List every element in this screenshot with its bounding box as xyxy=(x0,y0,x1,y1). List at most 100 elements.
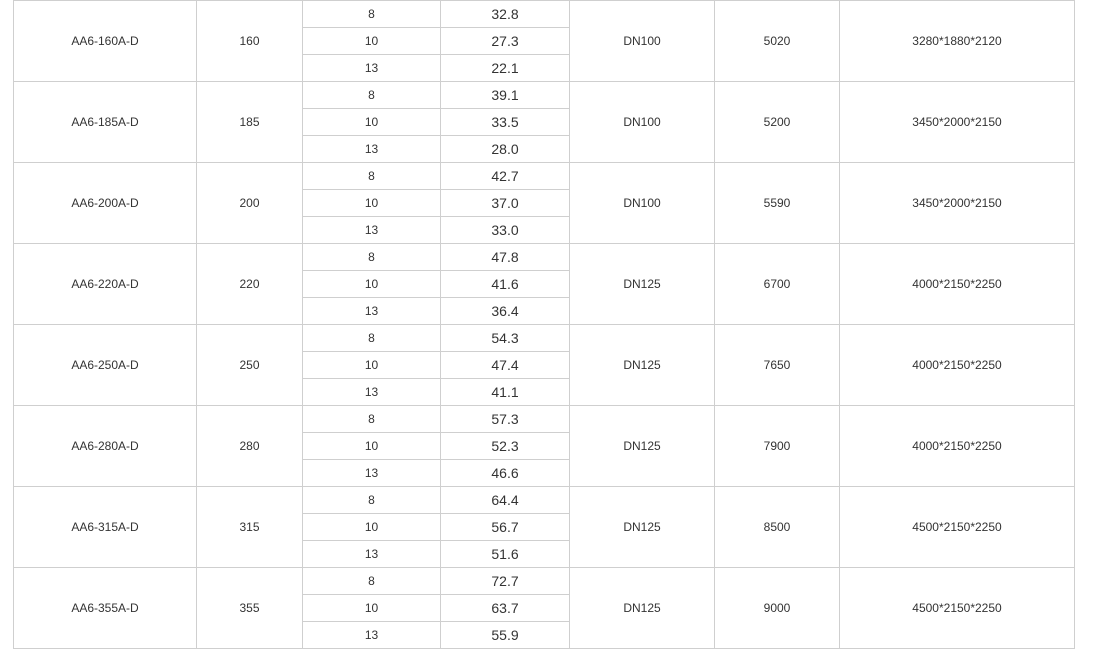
pressure-cell: 10 xyxy=(302,432,441,460)
pressure-cell: 13 xyxy=(302,621,441,649)
power-cell: 315 xyxy=(196,486,303,568)
pipe-cell: DN125 xyxy=(569,567,715,649)
flow-cell: 51.6 xyxy=(440,540,570,568)
pressure-cell: 13 xyxy=(302,216,441,244)
flow-cell: 47.4 xyxy=(440,351,570,379)
pressure-cell: 8 xyxy=(302,0,441,28)
power-cell: 160 xyxy=(196,0,303,82)
power-cell: 280 xyxy=(196,405,303,487)
table-row: 10 33.5 xyxy=(14,108,1075,136)
pipe-cell: DN125 xyxy=(569,243,715,325)
weight-cell: 6700 xyxy=(714,243,840,325)
pressure-cell: 10 xyxy=(302,513,441,541)
table-row: 13 33.0 xyxy=(14,216,1075,244)
pressure-cell: 8 xyxy=(302,81,441,109)
flow-cell: 37.0 xyxy=(440,189,570,217)
table-row: AA6-200A-D 200 8 42.7 DN100 5590 3450*2000*215… xyxy=(13,162,1075,244)
pipe-cell: DN100 xyxy=(569,0,715,82)
table-row: 13 51.6 xyxy=(14,540,1075,568)
pressure-cell: 13 xyxy=(302,297,441,325)
pressure-cell: 10 xyxy=(302,270,441,298)
table-row: 10 47.4 xyxy=(14,351,1075,379)
pressure-cell: 13 xyxy=(302,459,441,487)
table-row: AA6-185A-D 185 8 39.1 DN100 5200 3450*2000*215… xyxy=(13,81,1075,163)
flow-cell: 54.3 xyxy=(440,324,570,352)
flow-cell: 33.0 xyxy=(440,216,570,244)
flow-cell: 56.7 xyxy=(440,513,570,541)
weight-cell: 8500 xyxy=(714,486,840,568)
dimensions-cell: 4500*2150*2250 xyxy=(839,567,1075,649)
flow-cell: 32.8 xyxy=(440,0,570,28)
power-cell: 185 xyxy=(196,81,303,163)
flow-cell: 39.1 xyxy=(440,81,570,109)
table-row: AA6-355A-D 355 8 72.7 DN125 9000 4500*2150*225… xyxy=(13,567,1075,649)
pressure-cell: 10 xyxy=(302,27,441,55)
pressure-cell: 13 xyxy=(302,540,441,568)
pipe-cell: DN100 xyxy=(569,81,715,163)
pressure-cell: 10 xyxy=(302,594,441,622)
table-row: AA6-160A-D 160 8 32.8 DN100 5020 3280*1880*212… xyxy=(13,0,1075,82)
flow-cell: 47.8 xyxy=(440,243,570,271)
flow-cell: 57.3 xyxy=(440,405,570,433)
table-row: 10 56.7 xyxy=(14,513,1075,541)
flow-cell: 28.0 xyxy=(440,135,570,163)
power-cell: 220 xyxy=(196,243,303,325)
flow-cell: 41.6 xyxy=(440,270,570,298)
table-row: 13 36.4 xyxy=(14,297,1075,325)
weight-cell: 5590 xyxy=(714,162,840,244)
pressure-cell: 13 xyxy=(302,378,441,406)
flow-cell: 33.5 xyxy=(440,108,570,136)
table-row: AA6-250A-D 250 8 54.3 DN125 7650 4000*2150*225… xyxy=(13,324,1075,406)
model-cell: AA6-220A-D xyxy=(13,243,197,325)
flow-cell: 64.4 xyxy=(440,486,570,514)
flow-cell: 36.4 xyxy=(440,297,570,325)
model-cell: AA6-200A-D xyxy=(13,162,197,244)
dimensions-cell: 4000*2150*2250 xyxy=(839,405,1075,487)
dimensions-cell: 3450*2000*2150 xyxy=(839,162,1075,244)
pipe-cell: DN125 xyxy=(569,324,715,406)
dimensions-cell: 4000*2150*2250 xyxy=(839,324,1075,406)
table-row: 13 46.6 xyxy=(14,459,1075,487)
table-row: AA6-220A-D 220 8 47.8 DN125 6700 4000*2150*225… xyxy=(13,243,1075,325)
weight-cell: 5200 xyxy=(714,81,840,163)
table-row: 13 55.9 xyxy=(14,621,1075,649)
flow-cell: 42.7 xyxy=(440,162,570,190)
table-row: 10 41.6 xyxy=(14,270,1075,298)
pipe-cell: DN125 xyxy=(569,486,715,568)
pressure-cell: 10 xyxy=(302,189,441,217)
table-row: 10 63.7 xyxy=(14,594,1075,622)
flow-cell: 27.3 xyxy=(440,27,570,55)
pressure-cell: 13 xyxy=(302,135,441,163)
model-cell: AA6-280A-D xyxy=(13,405,197,487)
dimensions-cell: 3450*2000*2150 xyxy=(839,81,1075,163)
flow-cell: 46.6 xyxy=(440,459,570,487)
flow-cell: 55.9 xyxy=(440,621,570,649)
table-row: AA6-280A-D 280 8 57.3 DN125 7900 4000*2150*225… xyxy=(13,405,1075,487)
flow-cell: 72.7 xyxy=(440,567,570,595)
dimensions-cell: 4500*2150*2250 xyxy=(839,486,1075,568)
pressure-cell: 8 xyxy=(302,486,441,514)
table-row: 10 37.0 xyxy=(14,189,1075,217)
flow-cell: 22.1 xyxy=(440,54,570,82)
dimensions-cell: 4000*2150*2250 xyxy=(839,243,1075,325)
weight-cell: 7650 xyxy=(714,324,840,406)
weight-cell: 5020 xyxy=(714,0,840,82)
power-cell: 355 xyxy=(196,567,303,649)
pressure-cell: 13 xyxy=(302,54,441,82)
table-row: 10 27.3 xyxy=(14,27,1075,55)
table-row: AA6-315A-D 315 8 64.4 DN125 8500 4500*2150*225… xyxy=(13,486,1075,568)
table-row: 13 28.0 xyxy=(14,135,1075,163)
model-cell: AA6-250A-D xyxy=(13,324,197,406)
power-cell: 200 xyxy=(196,162,303,244)
model-cell: AA6-315A-D xyxy=(13,486,197,568)
flow-cell: 41.1 xyxy=(440,378,570,406)
pressure-cell: 10 xyxy=(302,351,441,379)
pipe-cell: DN125 xyxy=(569,405,715,487)
pressure-cell: 10 xyxy=(302,108,441,136)
weight-cell: 7900 xyxy=(714,405,840,487)
weight-cell: 9000 xyxy=(714,567,840,649)
pressure-cell: 8 xyxy=(302,567,441,595)
table-row: 10 52.3 xyxy=(14,432,1075,460)
model-cell: AA6-355A-D xyxy=(13,567,197,649)
pressure-cell: 8 xyxy=(302,162,441,190)
